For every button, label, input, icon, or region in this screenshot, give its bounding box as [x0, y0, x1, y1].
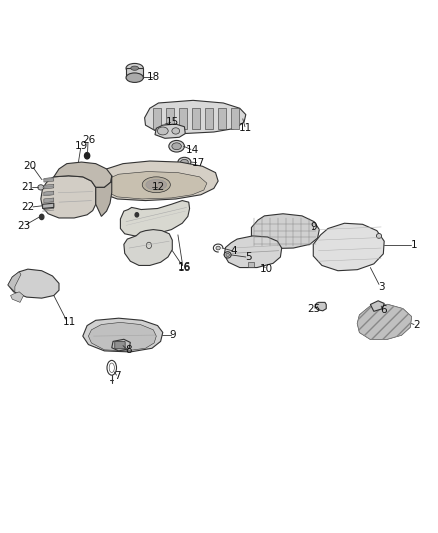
Text: 23: 23: [17, 221, 30, 231]
Polygon shape: [100, 172, 207, 199]
Polygon shape: [231, 108, 239, 130]
Text: 21: 21: [21, 182, 35, 192]
Text: 16: 16: [178, 263, 191, 272]
Text: 11: 11: [239, 123, 252, 133]
Polygon shape: [179, 108, 187, 130]
Polygon shape: [126, 68, 143, 78]
FancyBboxPatch shape: [115, 342, 125, 349]
Polygon shape: [313, 223, 384, 271]
Text: 25: 25: [307, 304, 321, 314]
Ellipse shape: [178, 157, 191, 167]
Text: 2: 2: [414, 319, 420, 329]
Ellipse shape: [126, 73, 143, 83]
Polygon shape: [251, 214, 319, 248]
Polygon shape: [83, 318, 163, 352]
Text: 14: 14: [186, 146, 199, 156]
Ellipse shape: [131, 66, 138, 70]
Ellipse shape: [126, 63, 143, 73]
Polygon shape: [192, 108, 200, 130]
Polygon shape: [44, 205, 54, 209]
Polygon shape: [153, 108, 161, 130]
Text: 8: 8: [125, 345, 131, 355]
Polygon shape: [155, 124, 185, 139]
Ellipse shape: [216, 246, 220, 250]
Polygon shape: [371, 301, 384, 311]
Ellipse shape: [226, 253, 230, 256]
Polygon shape: [120, 200, 190, 236]
Text: 4: 4: [231, 246, 237, 256]
Polygon shape: [41, 176, 96, 218]
Polygon shape: [357, 304, 411, 340]
Ellipse shape: [224, 252, 231, 258]
Polygon shape: [88, 322, 156, 351]
Polygon shape: [205, 108, 213, 130]
Polygon shape: [218, 108, 226, 130]
Polygon shape: [54, 162, 112, 188]
Polygon shape: [44, 184, 54, 189]
Text: 18: 18: [147, 71, 160, 82]
Polygon shape: [8, 269, 59, 298]
Text: 6: 6: [380, 305, 387, 316]
Polygon shape: [248, 262, 254, 266]
Ellipse shape: [146, 180, 167, 190]
Text: 22: 22: [21, 203, 35, 213]
Ellipse shape: [157, 127, 168, 135]
Polygon shape: [42, 203, 54, 208]
Text: 11: 11: [63, 318, 77, 327]
Polygon shape: [315, 302, 326, 311]
Text: 10: 10: [260, 264, 273, 273]
Text: 3: 3: [378, 281, 385, 292]
Polygon shape: [44, 198, 54, 203]
Ellipse shape: [376, 233, 381, 238]
Text: 20: 20: [23, 161, 36, 171]
Text: 9: 9: [311, 222, 318, 232]
Ellipse shape: [172, 143, 181, 150]
Polygon shape: [44, 191, 54, 196]
Polygon shape: [224, 236, 282, 268]
Polygon shape: [145, 100, 246, 134]
Polygon shape: [112, 340, 131, 351]
Ellipse shape: [169, 140, 184, 152]
Polygon shape: [357, 304, 411, 340]
Text: 15: 15: [166, 117, 179, 127]
Ellipse shape: [172, 128, 180, 134]
Text: 7: 7: [114, 371, 121, 381]
Ellipse shape: [142, 177, 170, 192]
Circle shape: [135, 213, 138, 217]
Polygon shape: [96, 176, 112, 216]
Ellipse shape: [180, 159, 188, 165]
Polygon shape: [166, 108, 174, 130]
Text: 1: 1: [411, 240, 418, 251]
Text: 19: 19: [75, 141, 88, 151]
Polygon shape: [44, 177, 54, 182]
Polygon shape: [95, 161, 218, 200]
Text: 9: 9: [169, 330, 176, 340]
Text: 17: 17: [191, 158, 205, 167]
Text: 26: 26: [82, 135, 95, 145]
Circle shape: [39, 214, 44, 220]
Polygon shape: [11, 292, 24, 302]
Circle shape: [85, 152, 90, 159]
Ellipse shape: [38, 185, 44, 190]
Text: 12: 12: [152, 182, 165, 192]
Text: 16: 16: [178, 262, 191, 271]
Polygon shape: [8, 272, 21, 292]
Polygon shape: [124, 230, 172, 265]
Text: 5: 5: [245, 252, 252, 262]
